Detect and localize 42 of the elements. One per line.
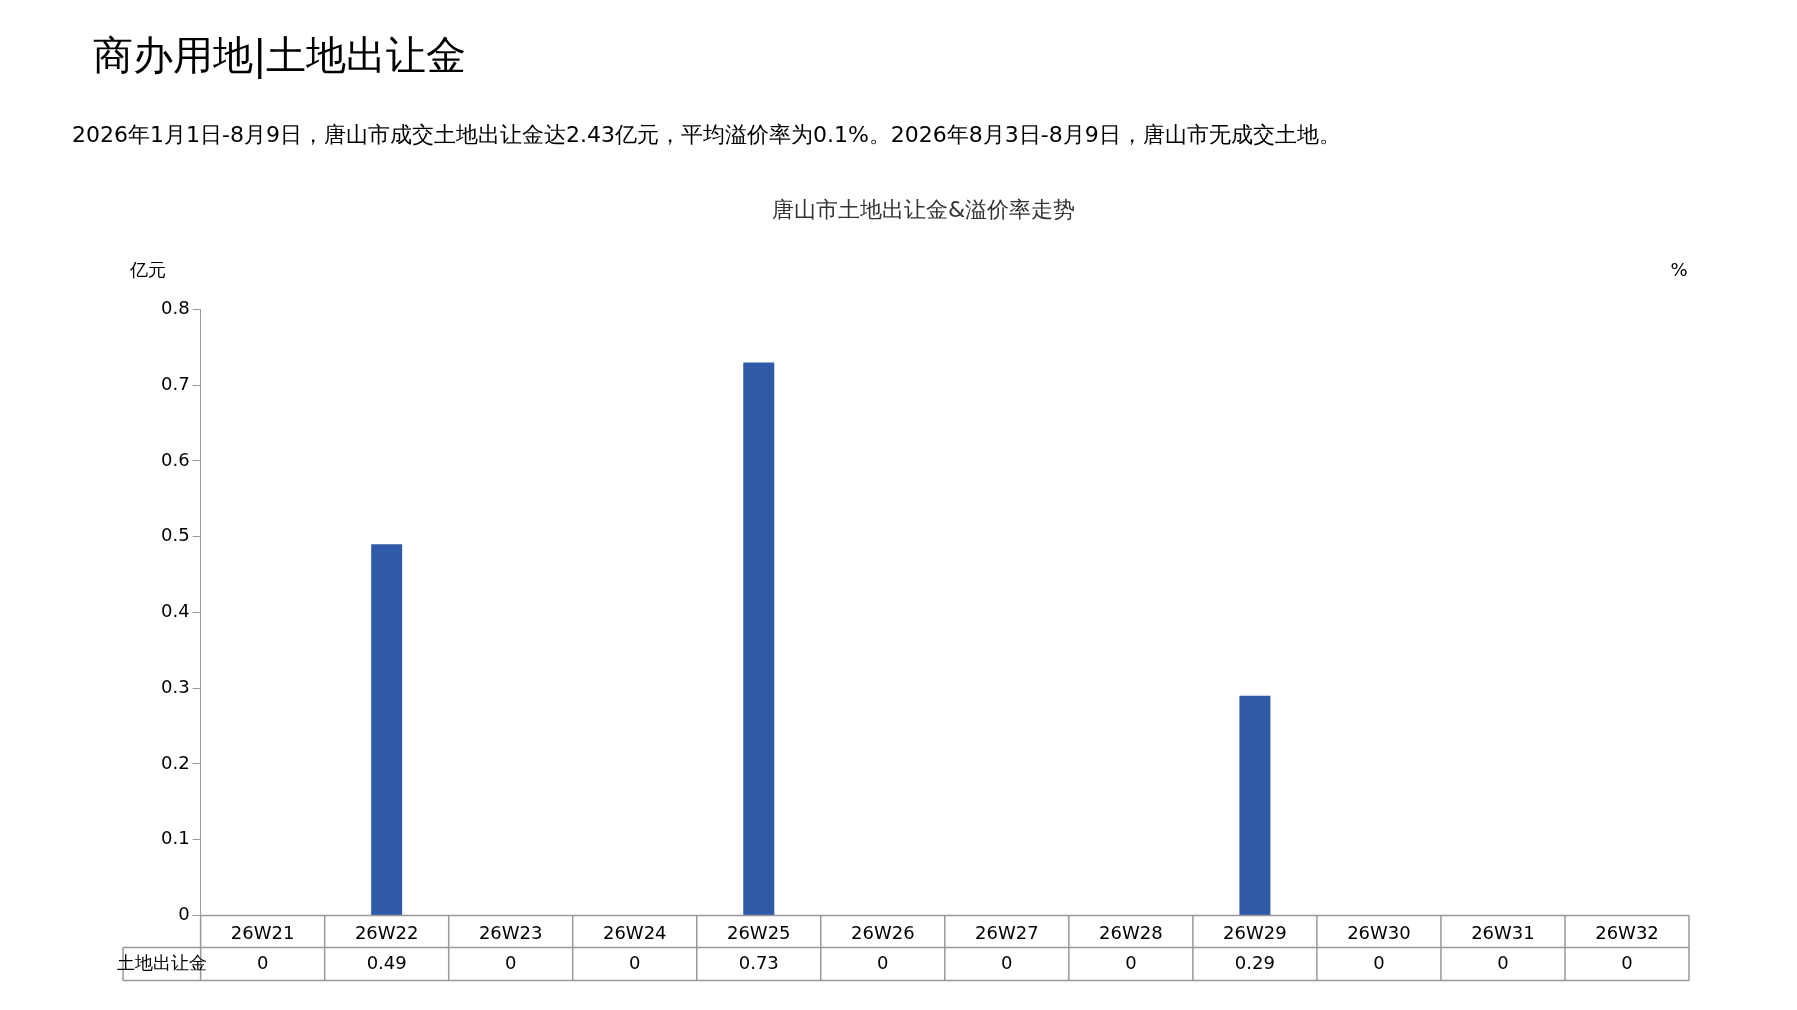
x-tick-label: 26W28 (1099, 921, 1163, 943)
bar (1239, 695, 1271, 915)
y-tick-label: 0.5 (160, 524, 190, 546)
x-tick-label: 26W32 (1595, 921, 1659, 943)
x-tick-label: 26W29 (1223, 921, 1287, 943)
y-tick-label: 0.7 (160, 372, 190, 394)
data-label: 0 (1125, 951, 1137, 973)
x-tick-label: 26W26 (850, 921, 915, 943)
x-tick-label: 26W21 (230, 921, 295, 943)
data-label: 0 (504, 951, 517, 973)
x-tick-label: 26W27 (975, 921, 1039, 943)
y-axis-title: 亿元 (129, 259, 166, 281)
data-label: 0 (1497, 951, 1509, 973)
data-label: 0 (1373, 951, 1385, 973)
data-label: 0 (1621, 951, 1633, 973)
x-tick-label: 26W31 (1471, 921, 1535, 943)
y-tick-label: 0 (178, 903, 190, 925)
y-tick-label: 0.8 (160, 297, 190, 319)
y-tick-label: 0.4 (160, 600, 190, 622)
y-tick-label: 0.6 (160, 448, 190, 470)
text: 2026年1月1日-8月9日，唐山市成交土地出让金达2.43亿元，平均溢价率为0.1%。2026年8月3日-8月9日，唐山市无成交土地。 (72, 121, 1341, 149)
x-tick-label: 26W23 (478, 921, 543, 943)
chart-title: 唐山市土地出让金&溢价率走势 (771, 196, 1076, 222)
text: 土地出让金 (116, 951, 207, 973)
y2-axis-title: % (1670, 259, 1688, 281)
data-label: 0 (1001, 951, 1013, 973)
y-tick-label: 0.2 (160, 751, 190, 773)
bar (371, 544, 403, 915)
data-label: 0 (629, 951, 641, 973)
y-tick-label: 0.1 (160, 827, 190, 849)
data-label: 0.73 (738, 951, 779, 973)
bar (743, 362, 775, 915)
y-tick-label: 0.3 (160, 675, 190, 697)
data-label: 0 (877, 951, 889, 973)
chart-subtitle: 商办用地|土地出让金 (93, 31, 467, 81)
data-label: 0.29 (1234, 951, 1275, 973)
data-label: 0.49 (366, 951, 407, 973)
x-tick-label: 26W24 (602, 921, 667, 943)
x-tick-label: 26W22 (354, 921, 419, 943)
x-tick-label: 26W25 (726, 921, 791, 943)
data-label: 0 (256, 951, 269, 973)
x-tick-label: 26W30 (1347, 921, 1411, 943)
